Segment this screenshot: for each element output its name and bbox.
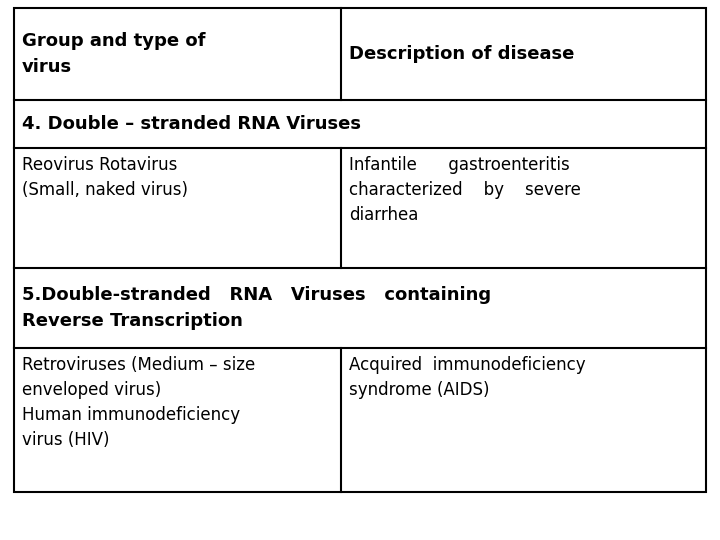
Text: Group and type of
virus: Group and type of virus bbox=[22, 32, 205, 76]
Text: Reovirus Rotavirus
(Small, naked virus): Reovirus Rotavirus (Small, naked virus) bbox=[22, 156, 188, 199]
Text: Retroviruses (Medium – size
enveloped virus)
Human immunodeficiency
virus (HIV): Retroviruses (Medium – size enveloped vi… bbox=[22, 356, 256, 449]
Text: 4. Double – stranded RNA Viruses: 4. Double – stranded RNA Viruses bbox=[22, 115, 361, 133]
Text: 5.Double-stranded   RNA   Viruses   containing
Reverse Transcription: 5.Double-stranded RNA Viruses containing… bbox=[22, 287, 491, 329]
Text: Infantile      gastroenteritis
characterized    by    severe
diarrhea: Infantile gastroenteritis characterized … bbox=[348, 156, 580, 224]
Text: Description of disease: Description of disease bbox=[348, 45, 574, 63]
Bar bbox=[14, 8, 706, 492]
Text: Acquired  immunodeficiency
syndrome (AIDS): Acquired immunodeficiency syndrome (AIDS… bbox=[348, 356, 585, 399]
